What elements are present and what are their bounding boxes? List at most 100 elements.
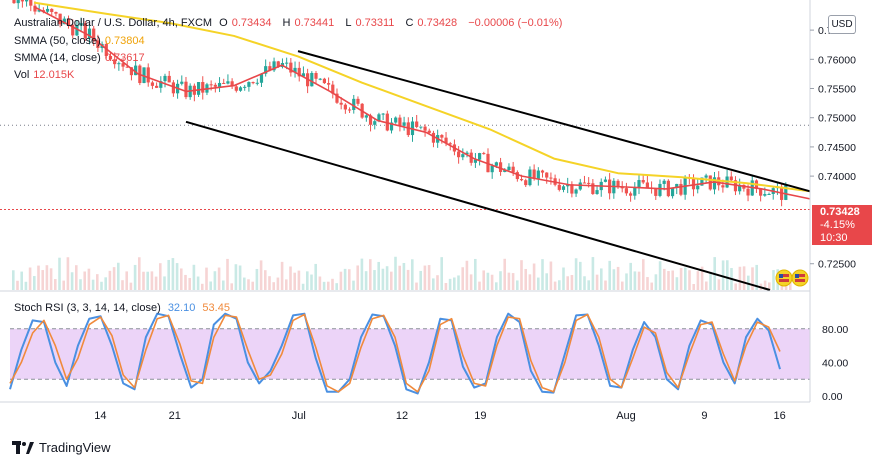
tradingview-wordmark: TradingView bbox=[39, 440, 111, 455]
volume-bar bbox=[16, 280, 19, 290]
candle-body bbox=[251, 82, 255, 84]
volume-bar bbox=[188, 277, 191, 290]
volume-bar bbox=[171, 258, 175, 290]
smma50-label: SMMA (50, close) bbox=[14, 35, 101, 47]
volume-bar bbox=[604, 280, 607, 290]
candle-body bbox=[29, 0, 33, 6]
candle-body bbox=[243, 86, 247, 88]
candle-body bbox=[92, 28, 96, 41]
change-value: −0.00006 (−0.01%) bbox=[468, 17, 563, 29]
volume-bar bbox=[692, 283, 695, 290]
volume-bar bbox=[24, 281, 28, 290]
volume-bar bbox=[658, 261, 662, 290]
volume-bar bbox=[516, 280, 519, 290]
candle-body bbox=[314, 73, 318, 79]
volume-bar bbox=[138, 257, 141, 290]
stoch-rsi-k-value: 32.10 bbox=[167, 302, 196, 314]
tradingview-icon bbox=[12, 440, 34, 454]
candle-body bbox=[159, 81, 163, 88]
currency-button[interactable]: USD bbox=[828, 15, 856, 34]
candle-body bbox=[373, 121, 377, 125]
volume-bar bbox=[322, 281, 326, 290]
volume-bar bbox=[675, 277, 679, 290]
volume-bar bbox=[650, 282, 653, 290]
candle-body bbox=[347, 109, 352, 111]
volume-bar bbox=[772, 270, 775, 290]
volume-bar bbox=[583, 276, 586, 290]
volume-bar bbox=[646, 277, 649, 290]
volume-bar bbox=[327, 281, 330, 290]
candle-body bbox=[326, 83, 331, 85]
volume-bar bbox=[453, 277, 456, 290]
candle-body bbox=[478, 153, 482, 160]
candle-body bbox=[222, 82, 226, 84]
volume-legend[interactable]: Vol 12.015K bbox=[14, 68, 78, 83]
volume-bar bbox=[461, 267, 464, 290]
volume-bar bbox=[663, 268, 666, 290]
tradingview-logo[interactable]: TradingView bbox=[12, 440, 111, 455]
volume-bar bbox=[121, 280, 124, 290]
candle-body bbox=[113, 59, 117, 65]
bar-countdown: 10:30 bbox=[820, 232, 848, 244]
smma14-legend[interactable]: SMMA (14, close) 0.73617 bbox=[14, 51, 149, 66]
candle-body bbox=[440, 135, 444, 138]
volume-bar bbox=[616, 266, 620, 290]
volume-bar bbox=[117, 262, 120, 290]
volume-bar bbox=[28, 267, 32, 290]
stoch-rsi-k-line bbox=[9, 312, 781, 395]
volume-bar bbox=[394, 256, 397, 290]
time-tick-label: 9 bbox=[701, 410, 707, 422]
candle-body bbox=[557, 184, 561, 190]
candle-body bbox=[645, 182, 649, 188]
candle-body bbox=[264, 66, 268, 74]
candle-body bbox=[431, 132, 436, 143]
candle-body bbox=[71, 24, 75, 36]
volume-bar bbox=[390, 271, 393, 290]
candle-body bbox=[587, 182, 591, 184]
candle-body bbox=[457, 151, 461, 158]
candle-body bbox=[318, 78, 322, 80]
volume-bar bbox=[243, 277, 246, 290]
symbol-title[interactable]: Australian Dollar / U.S. Dollar, 4h, FXC… bbox=[14, 17, 213, 29]
stoch-rsi-legend[interactable]: Stoch RSI (3, 3, 14, 14, close) 32.10 53… bbox=[14, 301, 234, 316]
volume-bar bbox=[755, 264, 758, 290]
volume-bar bbox=[503, 258, 506, 290]
candle-body bbox=[402, 122, 406, 126]
price-tick-label: 0.74000 bbox=[818, 171, 856, 183]
rsi-tick-label: 40.00 bbox=[822, 357, 848, 369]
candle-body bbox=[356, 98, 360, 104]
volume-bar bbox=[163, 276, 166, 290]
volume-bar bbox=[175, 263, 179, 290]
volume-bar bbox=[482, 270, 485, 290]
volume-bar bbox=[558, 280, 561, 290]
candle-body bbox=[729, 176, 733, 181]
smma50-legend[interactable]: SMMA (50, close) 0.73804 bbox=[14, 34, 149, 49]
volume-bar bbox=[335, 283, 338, 290]
price-tick-label: 0.75500 bbox=[818, 84, 856, 96]
candle-body bbox=[767, 194, 771, 196]
volume-bar bbox=[104, 277, 107, 290]
volume-bar bbox=[385, 266, 389, 290]
volume-bar bbox=[721, 260, 725, 290]
volume-bar bbox=[419, 270, 422, 290]
candle-body bbox=[574, 189, 578, 194]
volume-bar bbox=[608, 260, 611, 290]
candle-body bbox=[536, 170, 540, 179]
volume-bar bbox=[259, 260, 263, 290]
volume-bar bbox=[264, 270, 267, 290]
stoch-rsi-d-value: 53.45 bbox=[202, 302, 230, 314]
volume-bar bbox=[549, 261, 553, 290]
volume-bar bbox=[192, 264, 196, 290]
time-tick-label: 12 bbox=[396, 410, 408, 422]
volume-bar bbox=[570, 275, 574, 290]
volume-bar bbox=[301, 283, 305, 290]
candle-body bbox=[16, 0, 20, 4]
close-value: 0.73428 bbox=[417, 17, 458, 29]
candle-body bbox=[549, 177, 553, 179]
volume-bar bbox=[490, 274, 494, 290]
candle-body bbox=[293, 67, 297, 73]
candle-body bbox=[276, 61, 280, 68]
volume-bar bbox=[289, 266, 292, 290]
candle-body bbox=[255, 82, 259, 84]
